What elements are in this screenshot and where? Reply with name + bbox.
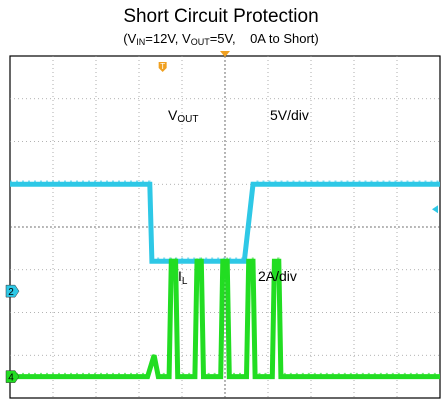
channel-markers: T 2 4 — [5, 51, 438, 384]
ch2-ground-marker — [5, 284, 20, 298]
vout-scale-label: 5V/div — [270, 107, 309, 123]
trigger-marker-label: T — [160, 62, 165, 71]
series-trace-ch4 — [10, 258, 440, 380]
il-scale-label: 2A/div — [258, 268, 297, 284]
il-label: IL — [178, 268, 188, 287]
plot-traces — [10, 180, 440, 380]
series-noise-ch4 — [10, 257, 440, 375]
ch2-ground-marker-label: 2 — [8, 287, 14, 298]
ch4-ground-marker-label: 4 — [8, 373, 14, 384]
trigger-position-icon — [220, 51, 230, 57]
ch2-offscreen-arrow-icon — [432, 205, 438, 214]
ch4-ground-marker — [5, 370, 20, 383]
chart-title: Short Circuit Protection — [123, 6, 319, 27]
plot-labels: VOUT 5V/div IL 2A/div — [168, 107, 309, 287]
chart-subtitle: (VIN=12V, VOUT=5V, 0A to Short) — [123, 31, 319, 47]
plot-grid — [9, 55, 441, 399]
vout-label: VOUT — [168, 107, 198, 125]
trigger-level-icon — [158, 62, 167, 72]
